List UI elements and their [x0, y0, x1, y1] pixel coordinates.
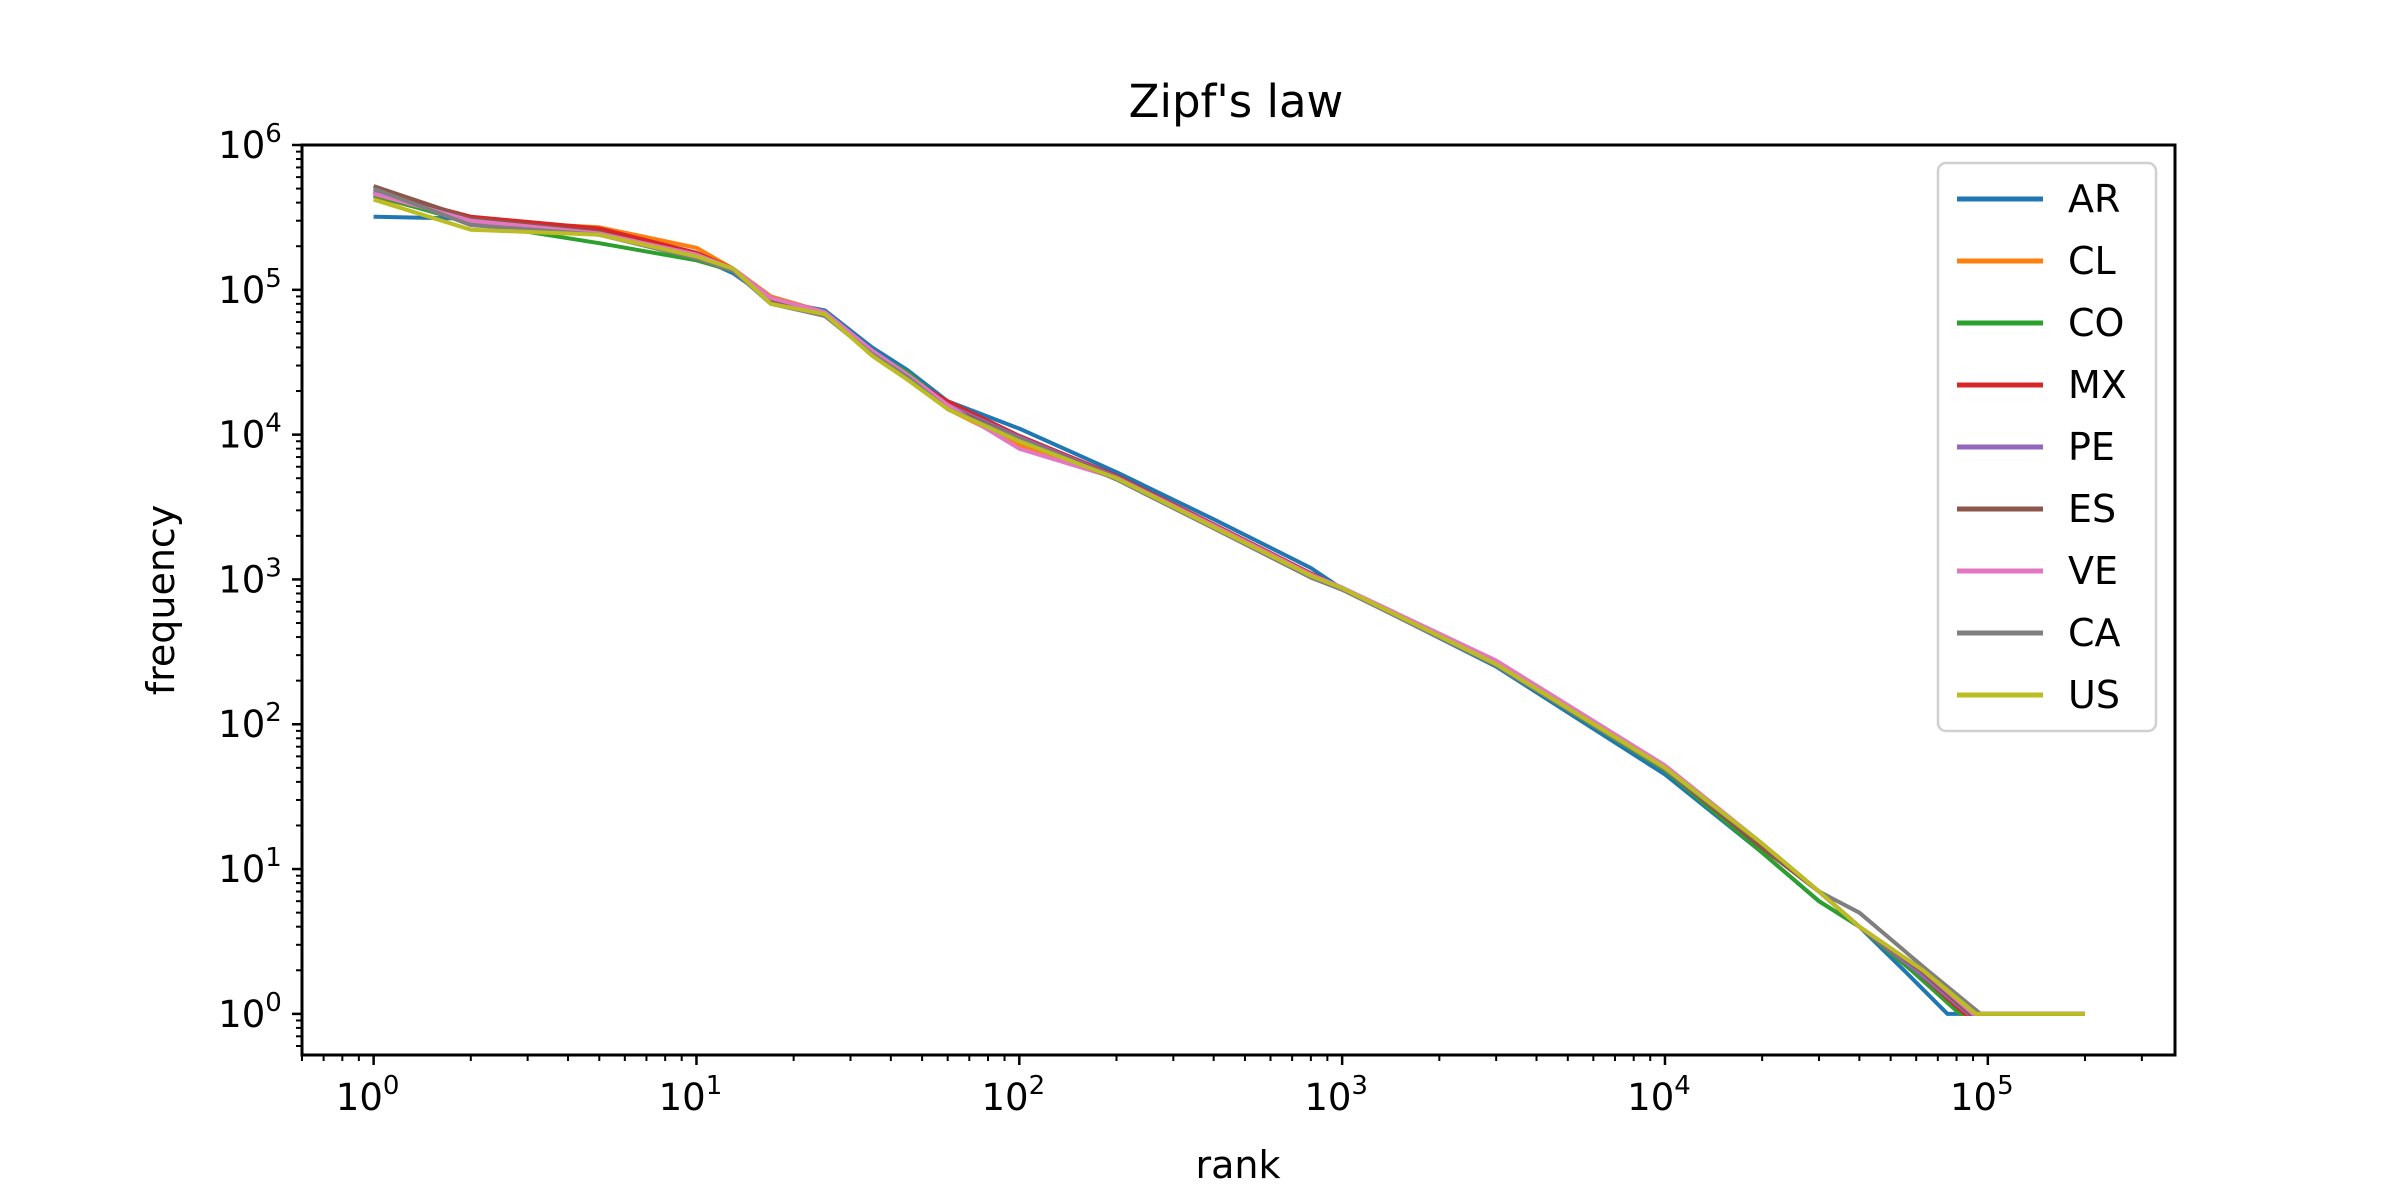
plot-frame	[300, 143, 2177, 1057]
x-tick-label: 102	[981, 1071, 1045, 1119]
legend-label-mx: MX	[2068, 363, 2127, 407]
chart-title: Zipf's law	[1129, 75, 1344, 128]
series-line-es	[372, 184, 2085, 1016]
y-axis-ticks: 100 101 102 103 104 105 106	[218, 119, 302, 1048]
y-tick-label: 103	[218, 553, 282, 601]
y-tick-label: 105	[218, 264, 282, 312]
y-tick-label: 106	[218, 119, 282, 167]
series-line-ve	[373, 191, 2085, 1016]
legend-box	[1936, 161, 2158, 733]
legend-label-pe: PE	[2068, 425, 2115, 469]
legend-label-es: ES	[2068, 487, 2116, 531]
legend-label-co: CO	[2068, 301, 2124, 345]
plot-lines	[372, 184, 2085, 1016]
y-tick-label: 100	[218, 988, 282, 1036]
y-tick-label: 104	[218, 409, 282, 457]
x-axis-label: rank	[1196, 1143, 1281, 1187]
series-line-ca	[372, 186, 2085, 1016]
legend-items: AR CL CO MX PE ES VE CA US	[1957, 177, 2127, 717]
x-tick-label: 101	[659, 1071, 723, 1119]
x-axis-ticks: 100 101 102 103 104 105	[301, 1055, 2143, 1119]
series-line-co	[373, 193, 2085, 1016]
y-tick-label: 102	[218, 698, 282, 746]
series-line-cl	[373, 194, 2085, 1016]
x-tick-label: 100	[336, 1071, 400, 1119]
legend-label-ar: AR	[2068, 177, 2120, 221]
legend-label-cl: CL	[2068, 239, 2116, 283]
y-axis-label: frequency	[139, 505, 183, 696]
series-line-mx	[373, 189, 2085, 1016]
legend-label-ca: CA	[2068, 611, 2121, 655]
legend-label-us: US	[2068, 673, 2120, 717]
x-tick-label: 103	[1304, 1071, 1368, 1119]
series-line-pe	[373, 190, 2085, 1016]
series-line-us	[373, 197, 2085, 1016]
x-tick-label: 105	[1950, 1071, 2014, 1119]
y-tick-label: 101	[218, 843, 282, 891]
legend-label-ve: VE	[2068, 549, 2118, 593]
legend: AR CL CO MX PE ES VE CA US	[1936, 161, 2158, 733]
x-tick-label: 104	[1627, 1071, 1691, 1119]
